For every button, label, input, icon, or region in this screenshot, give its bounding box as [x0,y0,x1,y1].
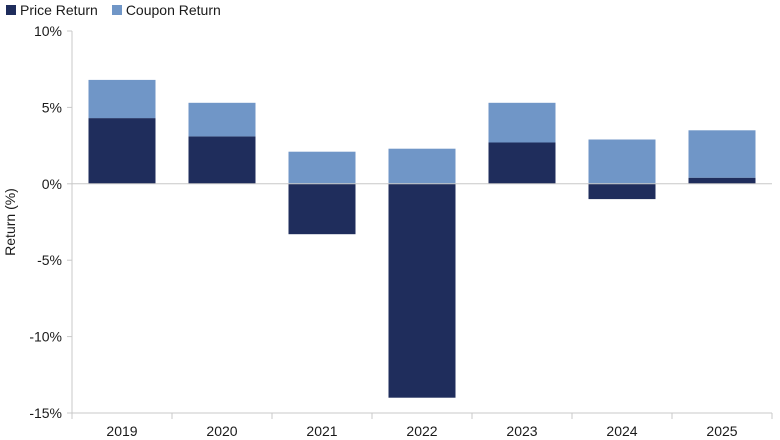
bar-coupon-return-2022 [388,148,456,184]
legend-label-price-return: Price Return [20,2,98,18]
bar-price-return-2022 [388,183,456,398]
x-tick-label-2024: 2024 [606,423,637,439]
y-tick-label-5%: 5% [42,99,62,115]
y-tick-label--10%: -10% [29,329,62,345]
legend-item-price-return: Price Return [6,2,98,18]
y-tick-label--15%: -15% [29,405,62,421]
x-tick-label-2025: 2025 [706,423,737,439]
bar-price-return-2019 [88,118,156,184]
x-tick-label-2021: 2021 [306,423,337,439]
legend: Price Return Coupon Return [6,2,221,18]
x-tick-label-2023: 2023 [506,423,537,439]
bar-price-return-2023 [488,142,556,184]
bar-coupon-return-2021 [288,151,356,184]
x-tick-label-2020: 2020 [206,423,237,439]
bar-price-return-2021 [288,183,356,235]
bar-coupon-return-2025 [688,130,756,178]
bar-price-return-2024 [588,183,656,200]
x-tick-label-2019: 2019 [106,423,137,439]
bar-price-return-2020 [188,136,256,184]
bars-group [88,79,756,398]
legend-label-coupon-return: Coupon Return [125,2,221,18]
y-tick-label-10%: 10% [34,23,62,39]
y-axis-title: Return (%) [2,188,18,256]
labels-group: 2019 2020 2021 2022 2023 2024 2025 10% 5% 0% -5% -1… [2,23,738,439]
bar-coupon-return-2019 [88,79,156,119]
bar-coupon-return-2020 [188,102,256,137]
legend-item-coupon-return: Coupon Return [111,2,221,18]
x-tick-label-2022: 2022 [406,423,437,439]
y-tick-label-0%: 0% [42,176,62,192]
legend-swatch-coupon-return [111,5,122,15]
axes-group [67,30,773,419]
bar-coupon-return-2023 [488,102,556,143]
bar-coupon-return-2024 [588,139,656,184]
bar-price-return-2025 [688,177,756,184]
y-tick-label--5%: -5% [37,252,62,268]
legend-swatch-price-return [6,5,16,15]
